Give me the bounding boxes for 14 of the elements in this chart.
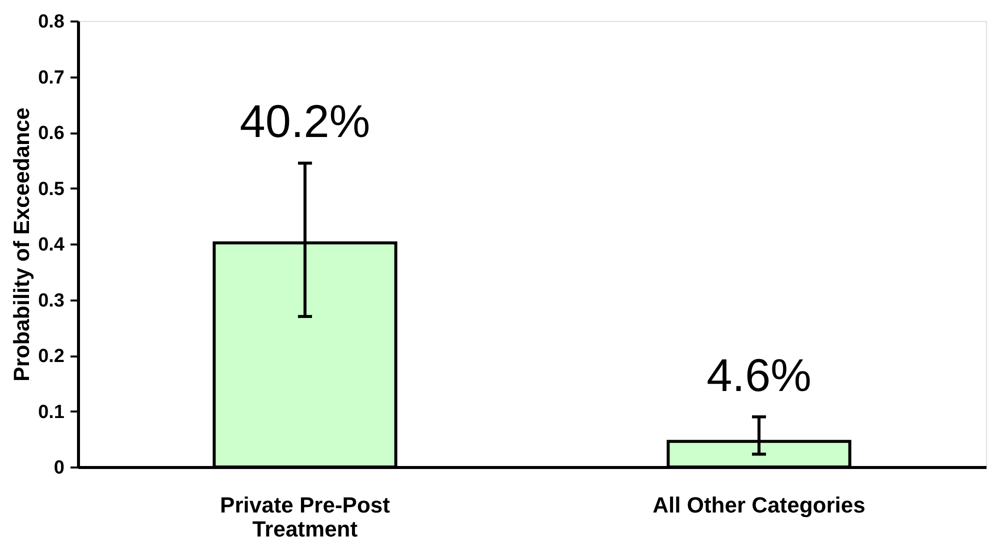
y-axis-title: Probability of Exceedance (9, 108, 34, 382)
data-label: 40.2% (240, 95, 370, 148)
y-tick-label: 0.2 (38, 346, 64, 367)
y-tick-label: 0.1 (38, 402, 65, 423)
y-tick-label: 0 (54, 458, 64, 478)
y-tick-label: 0.3 (38, 290, 64, 312)
x-tick-label: All Other Categories (652, 492, 866, 518)
y-tick-label: 0.7 (38, 67, 64, 88)
x-tick-label: Private Pre-Post Treatment (220, 492, 391, 542)
y-tick-label: 0.4 (38, 234, 65, 256)
y-tick-label: 0.5 (38, 178, 65, 200)
y-tick-label: 0.6 (38, 123, 64, 144)
data-label: 4.6% (706, 348, 812, 401)
y-tick-label: 0.8 (38, 12, 64, 32)
